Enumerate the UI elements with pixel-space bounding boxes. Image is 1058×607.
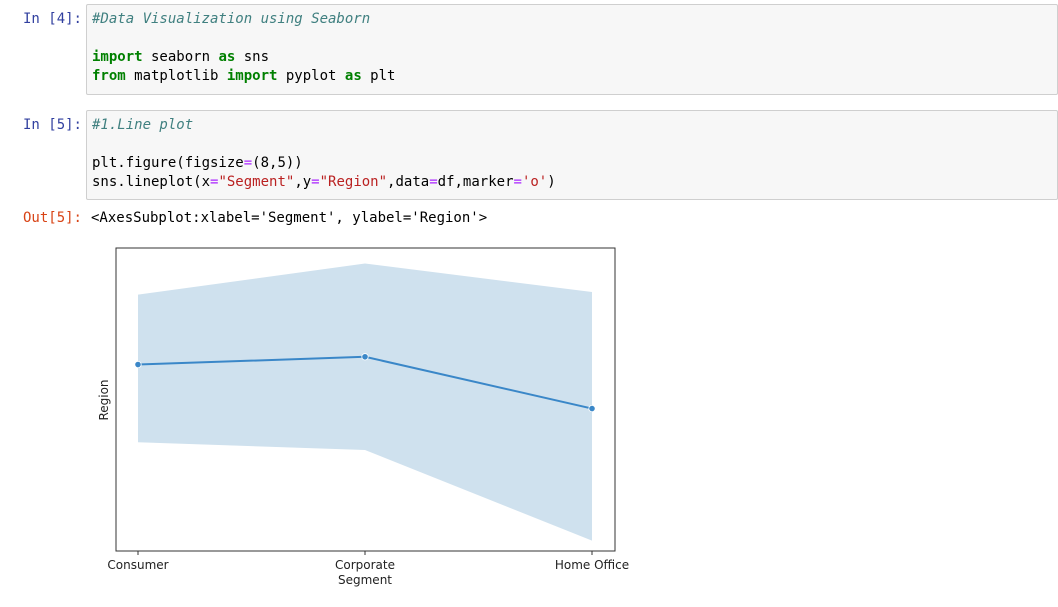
data-point-marker bbox=[134, 360, 142, 369]
code-token: "Segment" bbox=[218, 174, 295, 190]
code-cell-editor[interactable]: #Data Visualization using Seaborn import … bbox=[86, 4, 1058, 95]
x-axis-label: Segment bbox=[338, 573, 392, 587]
code-token: from bbox=[92, 68, 126, 84]
data-point-marker bbox=[361, 353, 369, 361]
code-token: pyplot bbox=[277, 68, 345, 84]
code-token: plt bbox=[361, 68, 396, 84]
code-line: plt.figure(figsize=(8,5)) bbox=[92, 154, 1052, 173]
code-token: ) bbox=[547, 174, 556, 190]
code-token: #Data Visualization using Seaborn bbox=[92, 11, 371, 27]
x-tick-label: Consumer bbox=[107, 558, 168, 572]
series-markers bbox=[134, 353, 596, 413]
code-token: import bbox=[226, 68, 278, 84]
code-line bbox=[92, 135, 1052, 154]
code-token: sns bbox=[235, 49, 270, 65]
code-line bbox=[92, 29, 1052, 48]
code-token: #1.Line plot bbox=[92, 117, 194, 133]
x-tick-label: Corporate bbox=[335, 558, 395, 572]
code-line: import seaborn as sns bbox=[92, 48, 1052, 67]
x-tick-label: Home Office bbox=[555, 558, 629, 572]
output-repr-text: <AxesSubplot:xlabel='Segment', ylabel='R… bbox=[91, 210, 488, 226]
code-token: 'o' bbox=[521, 174, 548, 190]
confidence-band bbox=[138, 263, 592, 541]
input-prompt: In [4]: bbox=[22, 11, 82, 27]
data-point-marker bbox=[588, 404, 596, 413]
input-prompt: In [5]: bbox=[22, 117, 82, 133]
output-prompt: Out[5]: bbox=[22, 210, 82, 226]
code-token: plt.figure(figsize bbox=[92, 155, 244, 171]
code-line: #Data Visualization using Seaborn bbox=[92, 10, 1052, 29]
code-token: = bbox=[513, 174, 522, 190]
code-token: as bbox=[344, 68, 362, 84]
code-line: sns.lineplot(x="Segment",y="Region",data… bbox=[92, 173, 1052, 192]
code-line: #1.Line plot bbox=[92, 116, 1052, 135]
code-line: from matplotlib import pyplot as plt bbox=[92, 67, 1052, 86]
code-token: matplotlib bbox=[125, 68, 227, 84]
code-token: df,marker bbox=[437, 174, 514, 190]
line-plot-chart: Consumer Corporate Home Office Segment Reg… bbox=[97, 247, 629, 587]
x-axis-ticks: Consumer Corporate Home Office bbox=[107, 551, 629, 572]
code-token: = bbox=[243, 155, 253, 171]
code-token: = bbox=[311, 174, 320, 190]
code-token: = bbox=[210, 174, 219, 190]
code-cell-editor[interactable]: #1.Line plot plt.figure(figsize=(8,5)) sns… bbox=[86, 110, 1058, 200]
code-token: import bbox=[92, 49, 143, 65]
code-token: (8,5)) bbox=[252, 155, 303, 171]
code-token: "Region" bbox=[319, 174, 388, 190]
code-token: sns.lineplot(x bbox=[92, 174, 211, 190]
code-token: as bbox=[218, 49, 236, 65]
code-token: = bbox=[429, 174, 438, 190]
code-token: ,data bbox=[387, 174, 430, 190]
y-axis-label: Region bbox=[97, 379, 111, 420]
code-token: seaborn bbox=[142, 49, 219, 65]
code-token: ,y bbox=[294, 174, 312, 190]
